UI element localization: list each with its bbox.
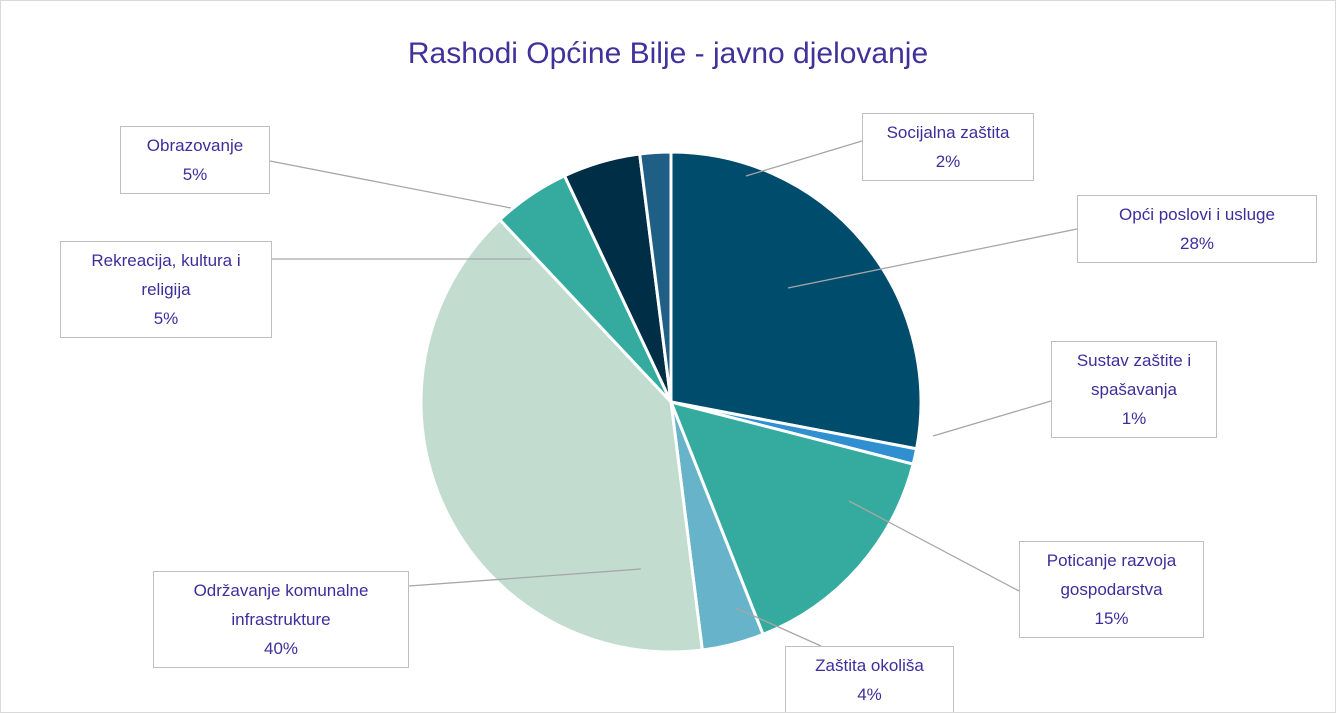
leader-line (269, 160, 512, 209)
pie-slice (668, 399, 915, 637)
label-value: 5% (153, 309, 179, 328)
data-label: Poticanje razvoja gospodarstva 15% (1019, 541, 1204, 638)
label-category: Opći poslovi i usluge (1119, 205, 1275, 224)
label-value: 40% (263, 639, 299, 658)
label-category: Poticanje razvoja gospodarstva (1046, 551, 1177, 599)
data-label: Rekreacija, kultura i religija 5% (60, 241, 272, 338)
leader-line (408, 568, 642, 587)
data-label: Zaštita okoliša 4% (785, 646, 954, 712)
label-value: 28% (1179, 234, 1215, 253)
leader-line (735, 607, 822, 647)
label-value: 1% (1121, 409, 1147, 428)
leader-line (787, 228, 1078, 289)
label-category: Održavanje komunalne infrastrukture (193, 581, 369, 629)
data-label: Sustav zaštite i spašavanja 1% (1051, 341, 1217, 438)
label-value: 15% (1094, 609, 1129, 628)
data-label: Socijalna zaštita 2% (862, 113, 1034, 181)
label-category: Zaštita okoliša (815, 656, 924, 675)
label-category: Rekreacija, kultura i religija (91, 251, 241, 299)
data-label: Održavanje komunalne infrastrukture 40% (153, 571, 409, 668)
label-value: 5% (182, 165, 208, 184)
leader-line (745, 140, 863, 177)
pie-slice (419, 217, 705, 654)
data-label: Opći poslovi i usluge 28% (1077, 195, 1317, 263)
chart-title: Rashodi Općine Bilje - javno djelovanje (407, 37, 929, 70)
leader-line (932, 400, 1052, 437)
data-label: Obrazovanje 5% (120, 126, 270, 194)
label-category: Socijalna zaštita (886, 123, 1010, 142)
label-category: Obrazovanje (146, 136, 244, 155)
pie-slice (637, 150, 673, 403)
label-value: 2% (935, 152, 961, 171)
leader-line (848, 500, 1020, 592)
label-category: Sustav zaštite i spašavanja (1076, 351, 1192, 399)
label-value: 4% (857, 685, 882, 704)
pie-slice (669, 150, 923, 451)
